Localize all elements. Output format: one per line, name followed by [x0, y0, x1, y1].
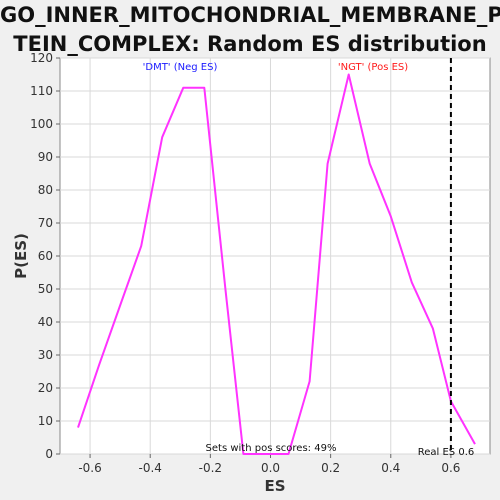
x-axis-title: ES [264, 477, 285, 495]
y-tick-label: 40 [38, 315, 53, 329]
series-layer [77, 73, 476, 455]
y-tick-label: 120 [30, 51, 53, 65]
pos-es-label: 'NGT' (Pos ES) [338, 62, 408, 73]
y-tick-label: 70 [38, 216, 53, 230]
chart-title: GO_INNER_MITOCHONDRIAL_MEMBRANE_PRO TEIN… [0, 1, 500, 59]
y-tick-label: 50 [38, 282, 53, 296]
y-tick-label: 100 [30, 117, 53, 131]
x-tick-label: -0.2 [199, 461, 222, 475]
y-tick-label: 20 [38, 381, 53, 395]
real-es-label: Real ES 0.6 [418, 447, 474, 458]
x-tick-label: 0.0 [261, 461, 280, 475]
y-tick-label: 110 [30, 84, 53, 98]
x-tick-label: -0.4 [138, 461, 161, 475]
x-axis-ticks: -0.6 -0.4 -0.2 0.0 0.2 0.4 0.6 [78, 454, 460, 475]
x-tick-label: 0.4 [381, 461, 400, 475]
pos-scores-label: Sets with pos scores: 49% [206, 443, 337, 454]
y-tick-label: 0 [45, 447, 53, 461]
es-distribution-line [77, 73, 476, 455]
x-tick-label: -0.6 [78, 461, 101, 475]
y-tick-label: 10 [38, 414, 53, 428]
y-tick-label: 30 [38, 348, 53, 362]
y-tick-label: 60 [38, 249, 53, 263]
grid [60, 57, 490, 455]
neg-es-label: 'DMT' (Neg ES) [143, 62, 218, 73]
x-tick-label: 0.2 [321, 461, 340, 475]
y-axis-title: P(ES) [12, 233, 30, 279]
x-tick-label: 0.6 [441, 461, 460, 475]
y-axis-ticks: 0 10 20 30 40 50 60 70 80 90 100 110 120 [30, 51, 60, 461]
chart-title-line-1: GO_INNER_MITOCHONDRIAL_MEMBRANE_PRO [0, 3, 500, 27]
y-tick-label: 90 [38, 150, 53, 164]
chart-title-line-2: TEIN_COMPLEX: Random ES distribution [13, 32, 487, 56]
y-tick-label: 80 [38, 183, 53, 197]
